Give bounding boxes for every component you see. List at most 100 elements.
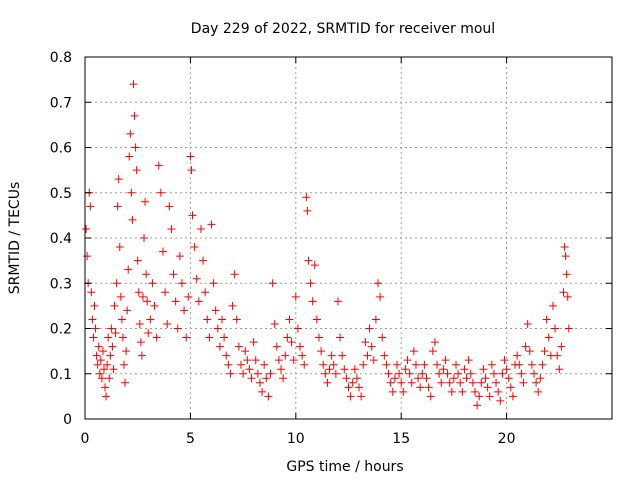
data-point: [260, 360, 269, 369]
data-point: [247, 374, 256, 383]
data-point: [108, 342, 117, 351]
data-point: [91, 324, 100, 333]
data-point: [346, 392, 355, 401]
data-point: [496, 396, 505, 405]
data-point: [475, 392, 484, 401]
data-point: [560, 243, 569, 252]
data-point: [348, 378, 357, 387]
data-point: [333, 297, 342, 306]
data-point: [538, 360, 547, 369]
data-point: [525, 347, 534, 356]
data-point: [144, 329, 153, 338]
data-point: [418, 369, 427, 378]
data-point: [416, 383, 425, 392]
data-point: [95, 369, 104, 378]
data-point: [224, 360, 233, 369]
data-point: [420, 360, 429, 369]
data-point: [433, 360, 442, 369]
data-point: [508, 392, 517, 401]
data-point: [222, 351, 231, 360]
data-point: [342, 374, 351, 383]
data-point: [262, 374, 271, 383]
data-point: [134, 288, 143, 297]
data-point: [555, 365, 564, 374]
data-point: [542, 315, 551, 324]
data-point: [141, 197, 150, 206]
data-point: [226, 369, 235, 378]
data-point: [302, 193, 311, 202]
data-point: [129, 80, 138, 89]
data-point: [540, 347, 549, 356]
y-tick-label: 0.3: [50, 276, 72, 292]
data-point: [378, 333, 387, 342]
data-point: [384, 369, 393, 378]
data-point: [319, 360, 328, 369]
data-point: [94, 342, 103, 351]
data-point: [357, 392, 366, 401]
data-point: [102, 392, 111, 401]
data-point: [241, 347, 250, 356]
data-point: [564, 324, 573, 333]
data-point: [551, 324, 560, 333]
data-point: [405, 369, 414, 378]
data-point: [395, 369, 404, 378]
x-tick-label: 10: [287, 431, 305, 447]
data-point: [110, 301, 119, 310]
chart-title: Day 229 of 2022, SRMTID for receiver mou…: [191, 21, 495, 37]
data-point: [96, 356, 105, 365]
data-point: [350, 365, 359, 374]
data-point: [177, 279, 186, 288]
y-tick-label: 0.2: [50, 322, 72, 338]
data-point: [136, 338, 145, 347]
data-point: [443, 369, 452, 378]
data-point: [116, 292, 125, 301]
data-point: [386, 378, 395, 387]
data-point: [199, 256, 208, 265]
data-point: [158, 247, 167, 256]
data-point: [98, 347, 107, 356]
data-point: [126, 129, 135, 138]
data-point: [492, 378, 501, 387]
data-point: [127, 188, 136, 197]
axes: 0 0.1 0.2 0.3 0.4 0.5 0.6 0.7 0.8 0 5 10 15 20: [50, 50, 612, 447]
data-point: [207, 220, 216, 229]
data-point: [99, 365, 108, 374]
data-point: [277, 365, 286, 374]
data-series-moul: [82, 80, 573, 410]
data-point: [481, 374, 490, 383]
data-point: [140, 234, 149, 242]
data-point: [196, 224, 205, 233]
data-point: [180, 306, 189, 315]
data-point: [97, 374, 106, 383]
data-point: [479, 365, 488, 374]
data-point: [138, 292, 147, 301]
data-point: [268, 279, 277, 288]
data-point: [131, 143, 140, 152]
data-point: [152, 333, 161, 342]
data-point: [426, 392, 435, 401]
data-point: [103, 360, 112, 369]
data-point: [203, 315, 212, 324]
data-point: [192, 274, 201, 283]
data-point: [521, 342, 530, 351]
data-point: [338, 351, 347, 360]
x-tick-label: 20: [498, 431, 516, 447]
data-point: [515, 360, 524, 369]
data-point: [245, 365, 254, 374]
data-point: [506, 383, 515, 392]
data-point: [392, 360, 401, 369]
data-point: [321, 369, 330, 378]
data-point: [414, 374, 423, 383]
data-point: [167, 224, 176, 233]
data-point: [527, 360, 536, 369]
data-point: [122, 347, 131, 356]
data-point: [397, 378, 406, 387]
data-point: [218, 315, 227, 324]
data-point: [352, 374, 361, 383]
data-point: [105, 374, 114, 383]
data-point: [190, 243, 199, 252]
data-point: [487, 360, 496, 369]
y-tick-label: 0.1: [50, 367, 72, 383]
data-point: [454, 369, 463, 378]
data-point: [220, 333, 229, 342]
